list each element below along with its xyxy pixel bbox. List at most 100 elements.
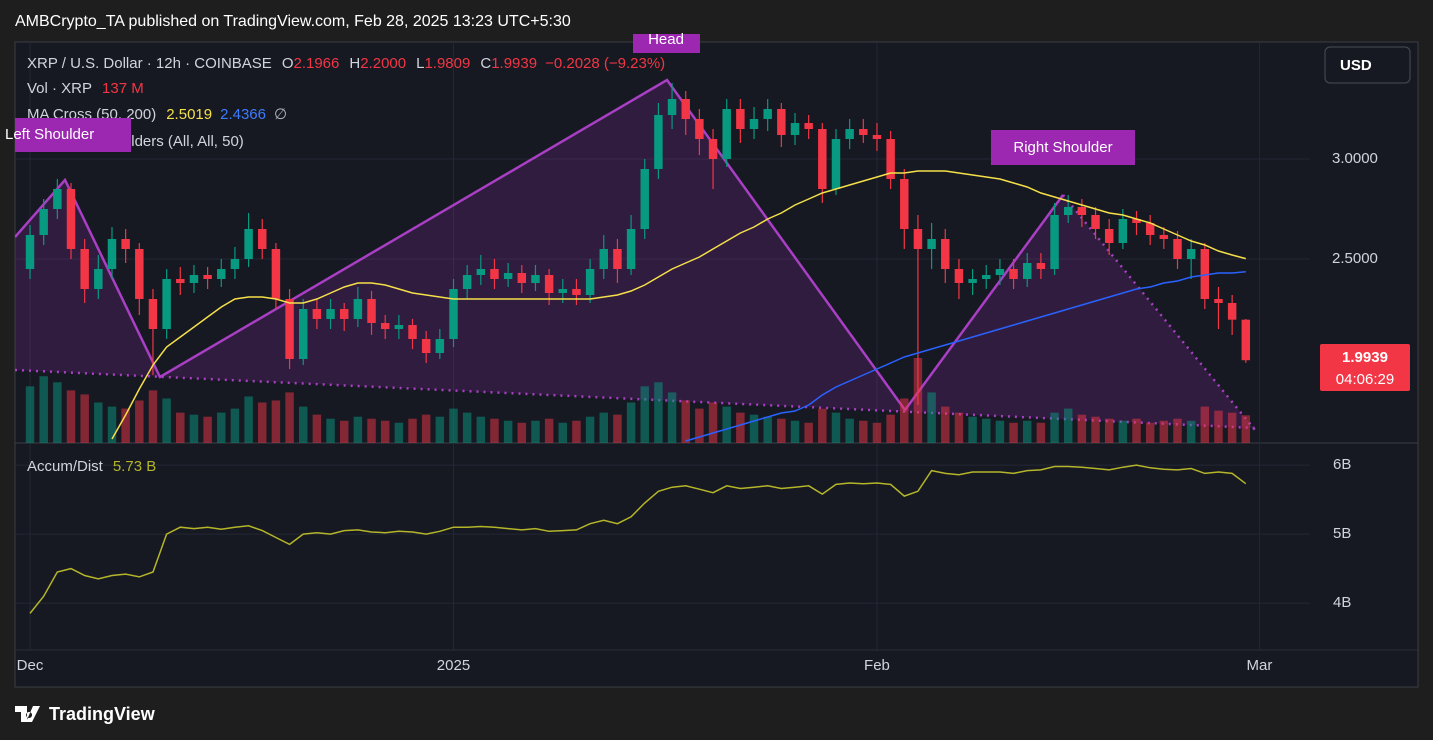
candle-body	[667, 99, 677, 115]
logo: TradingView	[15, 704, 156, 724]
volume-bar	[927, 392, 936, 443]
candle-body	[339, 309, 349, 319]
countdown: 04:06:29	[1336, 371, 1394, 388]
right-shoulder-label: Right Shoulder	[1013, 139, 1112, 156]
volume-bar	[107, 406, 117, 443]
candle-body	[558, 289, 568, 293]
volume-bar	[380, 420, 390, 443]
candle-body	[886, 139, 895, 179]
label-box	[15, 118, 131, 152]
volume-bar	[900, 398, 909, 443]
volume-name: Vol · XRP	[27, 80, 92, 97]
candle-body	[681, 99, 690, 119]
candle-body	[66, 189, 76, 249]
volume-bar	[654, 382, 663, 443]
candle-body	[476, 269, 486, 275]
candle-body	[421, 339, 431, 353]
volume-bar	[1022, 420, 1032, 443]
volume-bar	[66, 390, 76, 443]
volume-bar	[585, 416, 595, 443]
volume-bar	[1186, 420, 1196, 443]
candle-body	[763, 109, 772, 119]
candle-body	[927, 239, 936, 249]
volume-bar	[1036, 422, 1046, 443]
candle-body	[1214, 299, 1223, 303]
volume-bar	[681, 400, 690, 443]
volume-bar	[39, 376, 48, 443]
candle-body	[845, 129, 854, 139]
volume-bar	[217, 412, 226, 443]
volume-bar	[749, 414, 759, 443]
volume-bar	[517, 422, 527, 443]
label-box	[991, 130, 1135, 165]
x-tick-label: 2025	[437, 657, 470, 674]
candle-body	[490, 269, 499, 279]
candle-body	[1009, 269, 1018, 279]
candle-body	[790, 123, 800, 135]
candle-body	[380, 323, 390, 329]
volume-bar	[1063, 408, 1073, 443]
volume-bar	[271, 400, 281, 443]
volume-bar	[872, 422, 882, 443]
ohlc-name: L	[416, 55, 424, 72]
volume-bar	[176, 412, 185, 443]
candle-body	[749, 119, 759, 129]
candle-body	[176, 279, 185, 283]
volume-bar	[285, 392, 294, 443]
volume-bar	[886, 414, 895, 443]
currency-button[interactable]	[1324, 46, 1411, 84]
volume-bar	[1214, 410, 1223, 443]
volume-bar	[367, 418, 376, 443]
volume-bar	[1050, 412, 1059, 443]
volume-bar	[298, 406, 308, 443]
candle-body	[982, 275, 991, 279]
candle-body	[900, 179, 909, 229]
volume-bar	[1173, 418, 1182, 443]
candle-body	[941, 239, 950, 269]
ma-symbol: ∅	[274, 106, 287, 123]
accum-value: 5.73 B	[113, 458, 156, 475]
candle-body	[1091, 215, 1100, 229]
x-tick-label: Feb	[864, 657, 890, 674]
candle-body	[408, 325, 417, 339]
candle-body	[1104, 229, 1114, 243]
x-tick-label: Dec	[17, 657, 44, 674]
y-tick-label: 6B	[1333, 456, 1351, 473]
candle-body	[599, 249, 608, 269]
pattern-labels: Left Shoulder Head Right Shoulder	[5, 31, 1135, 165]
volume-bar	[421, 414, 431, 443]
candle-body	[39, 209, 48, 235]
volume-bar	[995, 420, 1005, 443]
volume-bar	[490, 418, 499, 443]
volume-bar	[53, 382, 62, 443]
change: −0.2028 (−9.23%)	[545, 55, 665, 72]
volume-bar	[503, 420, 513, 443]
volume-bar	[722, 406, 731, 443]
candle-body	[244, 229, 253, 259]
ohlc-name: H	[349, 55, 360, 72]
candle-body	[271, 249, 281, 299]
volume-bar	[613, 414, 622, 443]
volume-bar	[640, 386, 649, 443]
symbol: XRP / U.S. Dollar · 12h · COINBASE	[27, 55, 272, 72]
candle-body	[1036, 263, 1046, 269]
volume-bar	[203, 416, 212, 443]
candle-body	[1173, 239, 1182, 259]
logo-mark	[15, 706, 40, 722]
volume-bar	[1009, 422, 1018, 443]
volume-bar	[449, 408, 458, 443]
volume-bar	[818, 408, 827, 443]
candle-body	[258, 229, 267, 249]
volume-bar	[1132, 418, 1141, 443]
accum-legend: Accum/Dist 5.73 B	[27, 458, 156, 475]
candle-body	[1145, 223, 1155, 235]
volume-bar	[831, 412, 841, 443]
last-price: 1.9939	[1342, 349, 1388, 366]
currency[interactable]: USD	[1340, 57, 1372, 74]
candle-body	[25, 235, 35, 269]
ma50-line	[111, 170, 1246, 440]
volume-bar	[1159, 420, 1169, 443]
candle-body	[736, 109, 745, 129]
volume-bar	[544, 418, 554, 443]
